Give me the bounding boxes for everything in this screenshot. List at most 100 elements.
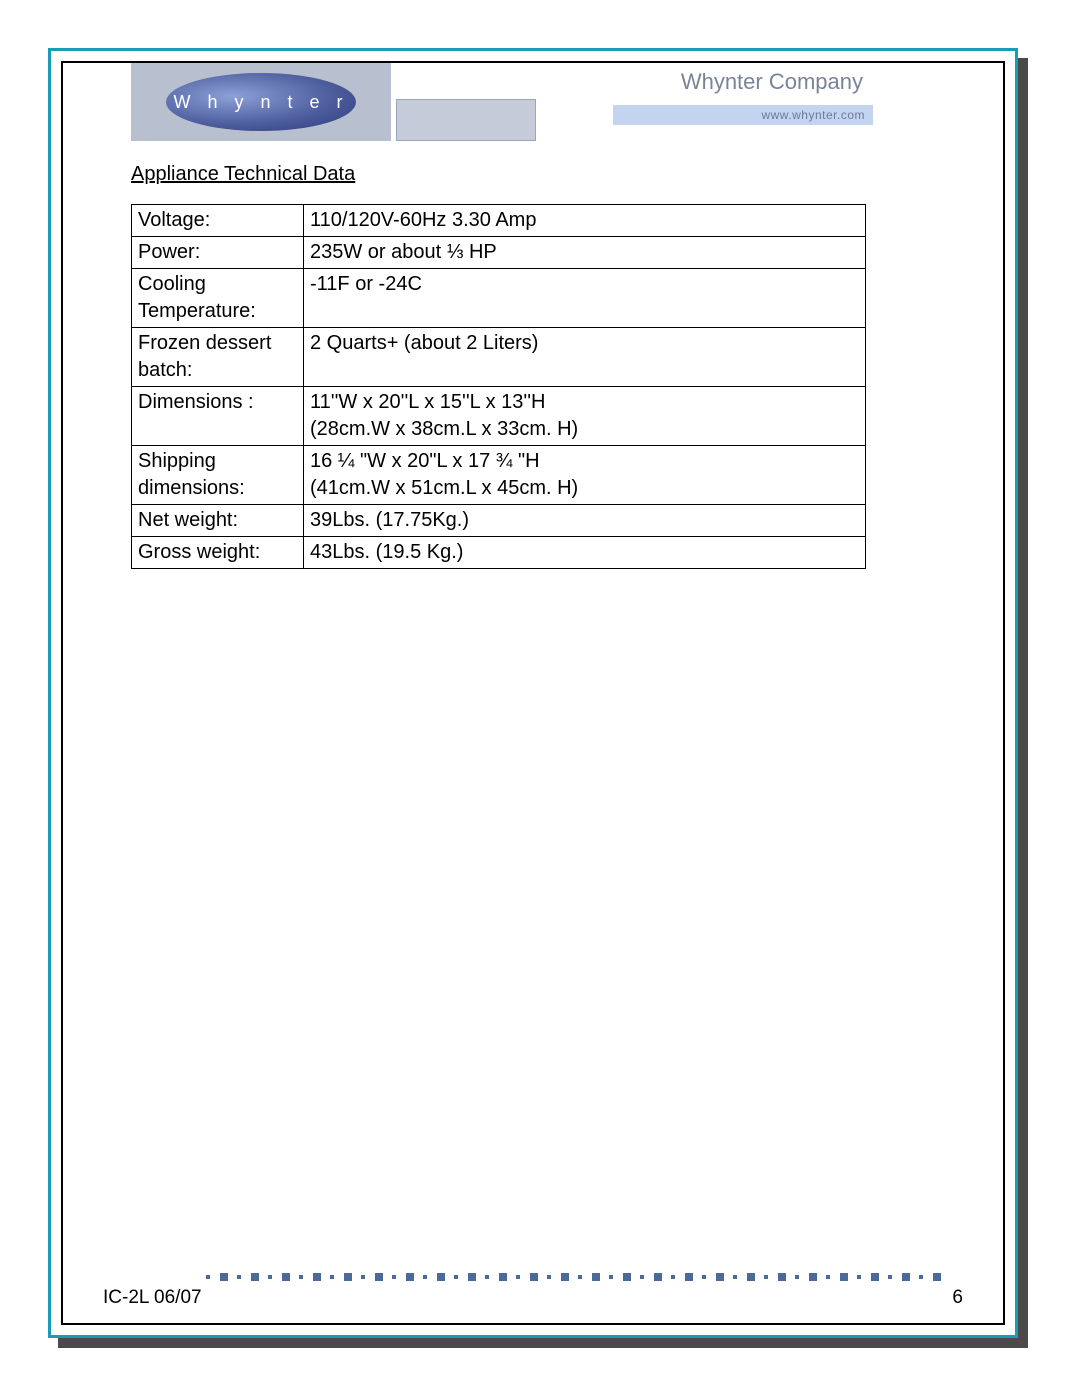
dot-big-icon — [437, 1273, 445, 1281]
dot-pair — [268, 1273, 299, 1281]
dot-big-icon — [344, 1273, 352, 1281]
dot-pair — [330, 1273, 361, 1281]
dot-pair — [237, 1273, 268, 1281]
spec-label: Net weight: — [132, 505, 304, 537]
table-row: Gross weight:43Lbs. (19.5 Kg.) — [132, 537, 866, 569]
dot-pair — [795, 1273, 826, 1281]
logo-area: W h y n t e r — [131, 63, 391, 141]
dot-big-icon — [778, 1273, 786, 1281]
spec-label: Voltage: — [132, 205, 304, 237]
dot-pair — [702, 1273, 733, 1281]
dot-small-icon — [454, 1275, 458, 1279]
spec-label: Cooling Temperature: — [132, 269, 304, 328]
dot-small-icon — [671, 1275, 675, 1279]
logo-text: W h y n t e r — [173, 92, 348, 113]
footer-text-row: IC-2L 06/07 6 — [99, 1287, 967, 1309]
table-row: Cooling Temperature:-11F or -24C — [132, 269, 866, 328]
dot-pair — [671, 1273, 702, 1281]
dot-small-icon — [268, 1275, 272, 1279]
table-row: Voltage:110/120V-60Hz 3.30 Amp — [132, 205, 866, 237]
dot-pair — [578, 1273, 609, 1281]
outer-frame: W h y n t e r Whynter Company www.whynte… — [48, 48, 1018, 1338]
dot-big-icon — [313, 1273, 321, 1281]
dot-pair — [857, 1273, 888, 1281]
dot-big-icon — [902, 1273, 910, 1281]
dot-pair — [919, 1273, 950, 1281]
dot-big-icon — [406, 1273, 414, 1281]
dot-big-icon — [716, 1273, 724, 1281]
whynter-logo: W h y n t e r — [166, 73, 356, 131]
dot-small-icon — [330, 1275, 334, 1279]
dot-small-icon — [361, 1275, 365, 1279]
dot-small-icon — [826, 1275, 830, 1279]
footer-model-date: IC-2L 06/07 — [103, 1287, 202, 1309]
spec-value: 16 ¼ "W x 20"L x 17 ¾ "H (41cm.W x 51cm.… — [304, 446, 866, 505]
dot-small-icon — [299, 1275, 303, 1279]
dot-pair — [361, 1273, 392, 1281]
spec-value: 235W or about ⅓ HP — [304, 237, 866, 269]
dot-big-icon — [375, 1273, 383, 1281]
dot-pair — [826, 1273, 857, 1281]
dot-small-icon — [764, 1275, 768, 1279]
section-title: Appliance Technical Data — [131, 163, 935, 186]
dot-small-icon — [423, 1275, 427, 1279]
content-area: Appliance Technical Data Voltage:110/120… — [131, 163, 935, 569]
header-empty-box — [396, 99, 536, 141]
dot-small-icon — [206, 1275, 210, 1279]
dot-pair — [609, 1273, 640, 1281]
dot-big-icon — [654, 1273, 662, 1281]
dot-big-icon — [871, 1273, 879, 1281]
dot-big-icon — [840, 1273, 848, 1281]
dot-pair — [888, 1273, 919, 1281]
dot-big-icon — [623, 1273, 631, 1281]
dot-pair — [485, 1273, 516, 1281]
dot-big-icon — [282, 1273, 290, 1281]
dot-pair — [733, 1273, 764, 1281]
company-url: www.whynter.com — [613, 105, 873, 125]
spec-value: 110/120V-60Hz 3.30 Amp — [304, 205, 866, 237]
dot-big-icon — [468, 1273, 476, 1281]
page-footer: IC-2L 06/07 6 — [99, 1273, 967, 1309]
dot-big-icon — [251, 1273, 259, 1281]
dot-pair — [423, 1273, 454, 1281]
spec-value: 2 Quarts+ (about 2 Liters) — [304, 328, 866, 387]
dot-small-icon — [702, 1275, 706, 1279]
spec-value: 43Lbs. (19.5 Kg.) — [304, 537, 866, 569]
dot-small-icon — [485, 1275, 489, 1279]
page-number: 6 — [952, 1287, 963, 1309]
dot-big-icon — [220, 1273, 228, 1281]
table-row: Dimensions :11''W x 20''L x 15''L x 13''… — [132, 387, 866, 446]
spec-label: Dimensions : — [132, 387, 304, 446]
dot-pair — [392, 1273, 423, 1281]
dot-small-icon — [640, 1275, 644, 1279]
technical-data-table: Voltage:110/120V-60Hz 3.30 AmpPower:235W… — [131, 204, 866, 569]
dot-big-icon — [592, 1273, 600, 1281]
table-row: Net weight:39Lbs. (17.75Kg.) — [132, 505, 866, 537]
decorative-dots — [99, 1273, 967, 1281]
header-right: Whynter Company www.whynter.com — [613, 63, 873, 141]
header-middle — [391, 63, 613, 141]
dot-small-icon — [578, 1275, 582, 1279]
dot-small-icon — [857, 1275, 861, 1279]
page-header: W h y n t e r Whynter Company www.whynte… — [131, 63, 873, 141]
dot-big-icon — [933, 1273, 941, 1281]
dot-small-icon — [392, 1275, 396, 1279]
dot-small-icon — [888, 1275, 892, 1279]
dot-small-icon — [919, 1275, 923, 1279]
dot-small-icon — [609, 1275, 613, 1279]
spec-value: 39Lbs. (17.75Kg.) — [304, 505, 866, 537]
dot-big-icon — [561, 1273, 569, 1281]
dot-big-icon — [809, 1273, 817, 1281]
dot-small-icon — [516, 1275, 520, 1279]
dot-small-icon — [547, 1275, 551, 1279]
spec-label: Frozen dessert batch: — [132, 328, 304, 387]
dot-pair — [516, 1273, 547, 1281]
inner-frame: W h y n t e r Whynter Company www.whynte… — [61, 61, 1005, 1325]
dot-small-icon — [795, 1275, 799, 1279]
spec-value: 11''W x 20''L x 15''L x 13''H (28cm.W x … — [304, 387, 866, 446]
dot-pair — [206, 1273, 237, 1281]
spec-label: Shipping dimensions: — [132, 446, 304, 505]
dot-pair — [764, 1273, 795, 1281]
company-name: Whynter Company — [613, 63, 873, 105]
dot-small-icon — [733, 1275, 737, 1279]
